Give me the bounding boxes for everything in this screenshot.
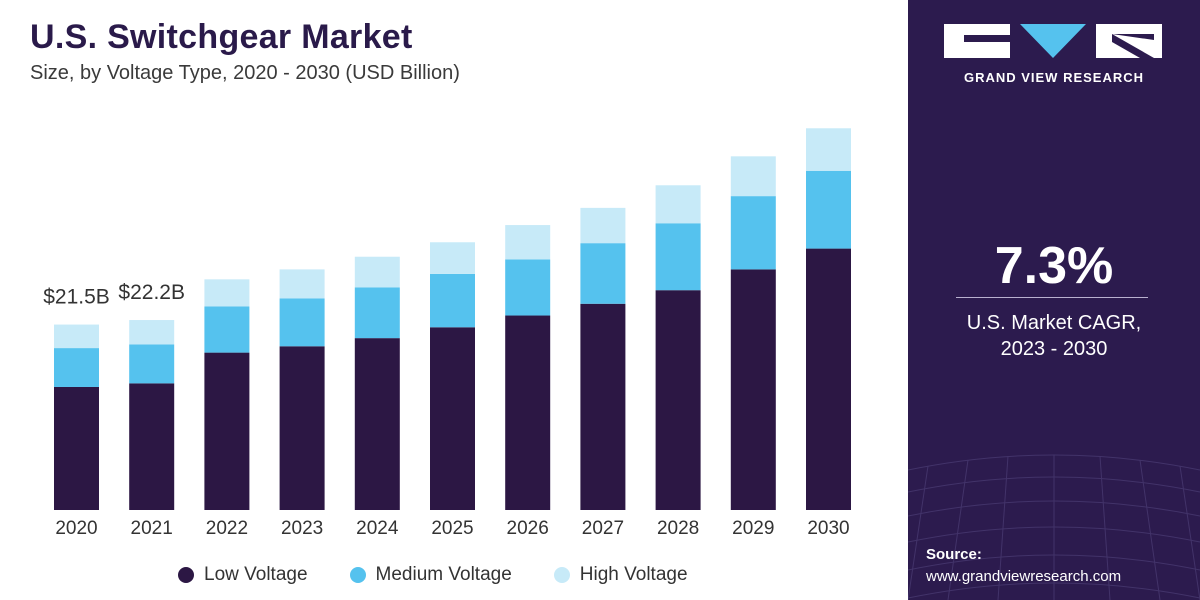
bar-low-voltage-2020	[54, 386, 99, 510]
bar-high-voltage-2021	[129, 320, 175, 345]
panel-grid-decoration	[908, 454, 1200, 600]
bar-medium-voltage-2026	[505, 259, 551, 316]
bar-medium-voltage-2028	[655, 223, 701, 291]
page-title: U.S. Switchgear Market	[30, 18, 413, 56]
x-tick-label-2025: 2025	[431, 518, 473, 539]
bar-low-voltage-2022	[204, 352, 250, 510]
legend-label-low-voltage: Low Voltage	[204, 564, 308, 585]
bar-medium-voltage-2030	[806, 170, 851, 249]
bar-low-voltage-2023	[279, 346, 325, 510]
cagr-value: 7.3%	[994, 237, 1114, 295]
legend-item-low-voltage: Low Voltage	[178, 564, 308, 586]
cagr-label-line1: U.S. Market CAGR,	[966, 312, 1142, 334]
bar-medium-voltage-2020	[54, 348, 99, 387]
bar-medium-voltage-2024	[354, 287, 400, 339]
bar-low-voltage-2029	[730, 269, 776, 510]
stacked-bar-chart: 2020 $21.5B 2021 $22.2B 2022 2023 2024 2025 2026…	[43, 128, 851, 539]
brand-name: GRAND VIEW RESEARCH	[963, 70, 1145, 85]
bar-low-voltage-2027	[580, 303, 626, 510]
bar-low-voltage-2030	[806, 248, 851, 510]
x-tick-label-2029: 2029	[732, 518, 774, 539]
bar-medium-voltage-2021	[129, 344, 175, 384]
bar-high-voltage-2024	[354, 256, 400, 288]
side-panel: GRAND VIEW RESEARCH 7.3% U.S. Market CAG…	[908, 0, 1200, 600]
bar-low-voltage-2025	[430, 327, 475, 510]
x-tick-label-2028: 2028	[657, 518, 699, 539]
legend-item-high-voltage: High Voltage	[553, 564, 688, 586]
bar-high-voltage-2026	[505, 225, 551, 260]
x-tick-label-2021: 2021	[131, 518, 173, 539]
bar-high-voltage-2023	[279, 269, 325, 299]
bar-high-voltage-2022	[204, 279, 250, 307]
bar-medium-voltage-2022	[204, 306, 250, 353]
bar-high-voltage-2029	[730, 156, 776, 197]
bar-high-voltage-2025	[430, 242, 475, 274]
x-tick-label-2027: 2027	[582, 518, 624, 539]
source-label: Source:	[926, 546, 982, 563]
legend-label-high-voltage: High Voltage	[579, 564, 688, 585]
page-subtitle: Size, by Voltage Type, 2020 - 2030 (USD …	[30, 62, 460, 84]
x-tick-label-2026: 2026	[507, 518, 549, 539]
bar-high-voltage-2027	[580, 207, 626, 244]
data-label-2021: $22.2B	[118, 281, 185, 304]
bar-medium-voltage-2025	[430, 273, 475, 328]
x-tick-label-2023: 2023	[281, 518, 323, 539]
chart-legend: Low Voltage Medium Voltage High Voltage	[178, 562, 730, 588]
legend-item-medium-voltage: Medium Voltage	[349, 564, 512, 586]
bar-low-voltage-2028	[655, 290, 701, 510]
bar-high-voltage-2030	[806, 128, 851, 171]
x-tick-label-2030: 2030	[807, 518, 849, 539]
bar-low-voltage-2021	[129, 383, 175, 510]
cagr-label-line2: 2023 - 2030	[1000, 338, 1108, 360]
bar-medium-voltage-2023	[279, 298, 325, 347]
legend-swatch-high-voltage	[553, 567, 570, 583]
bar-low-voltage-2026	[505, 315, 551, 510]
x-tick-label-2022: 2022	[206, 518, 248, 539]
bar-medium-voltage-2027	[580, 243, 626, 304]
x-tick-label-2020: 2020	[55, 518, 97, 539]
legend-swatch-medium-voltage	[349, 567, 366, 583]
bar-medium-voltage-2029	[730, 196, 776, 270]
bar-low-voltage-2024	[354, 338, 400, 510]
data-label-2020: $21.5B	[43, 286, 110, 309]
gvr-logo-icon	[944, 24, 1162, 58]
bar-high-voltage-2028	[655, 185, 701, 224]
x-tick-label-2024: 2024	[356, 518, 399, 539]
legend-swatch-low-voltage	[178, 567, 194, 583]
bar-high-voltage-2020	[54, 324, 99, 349]
source-link[interactable]: www.grandviewresearch.com	[926, 568, 1122, 585]
cagr-label: U.S. Market CAGR, 2023 - 2030	[908, 310, 1200, 362]
legend-label-medium-voltage: Medium Voltage	[375, 564, 512, 585]
cagr-divider	[956, 297, 1148, 298]
